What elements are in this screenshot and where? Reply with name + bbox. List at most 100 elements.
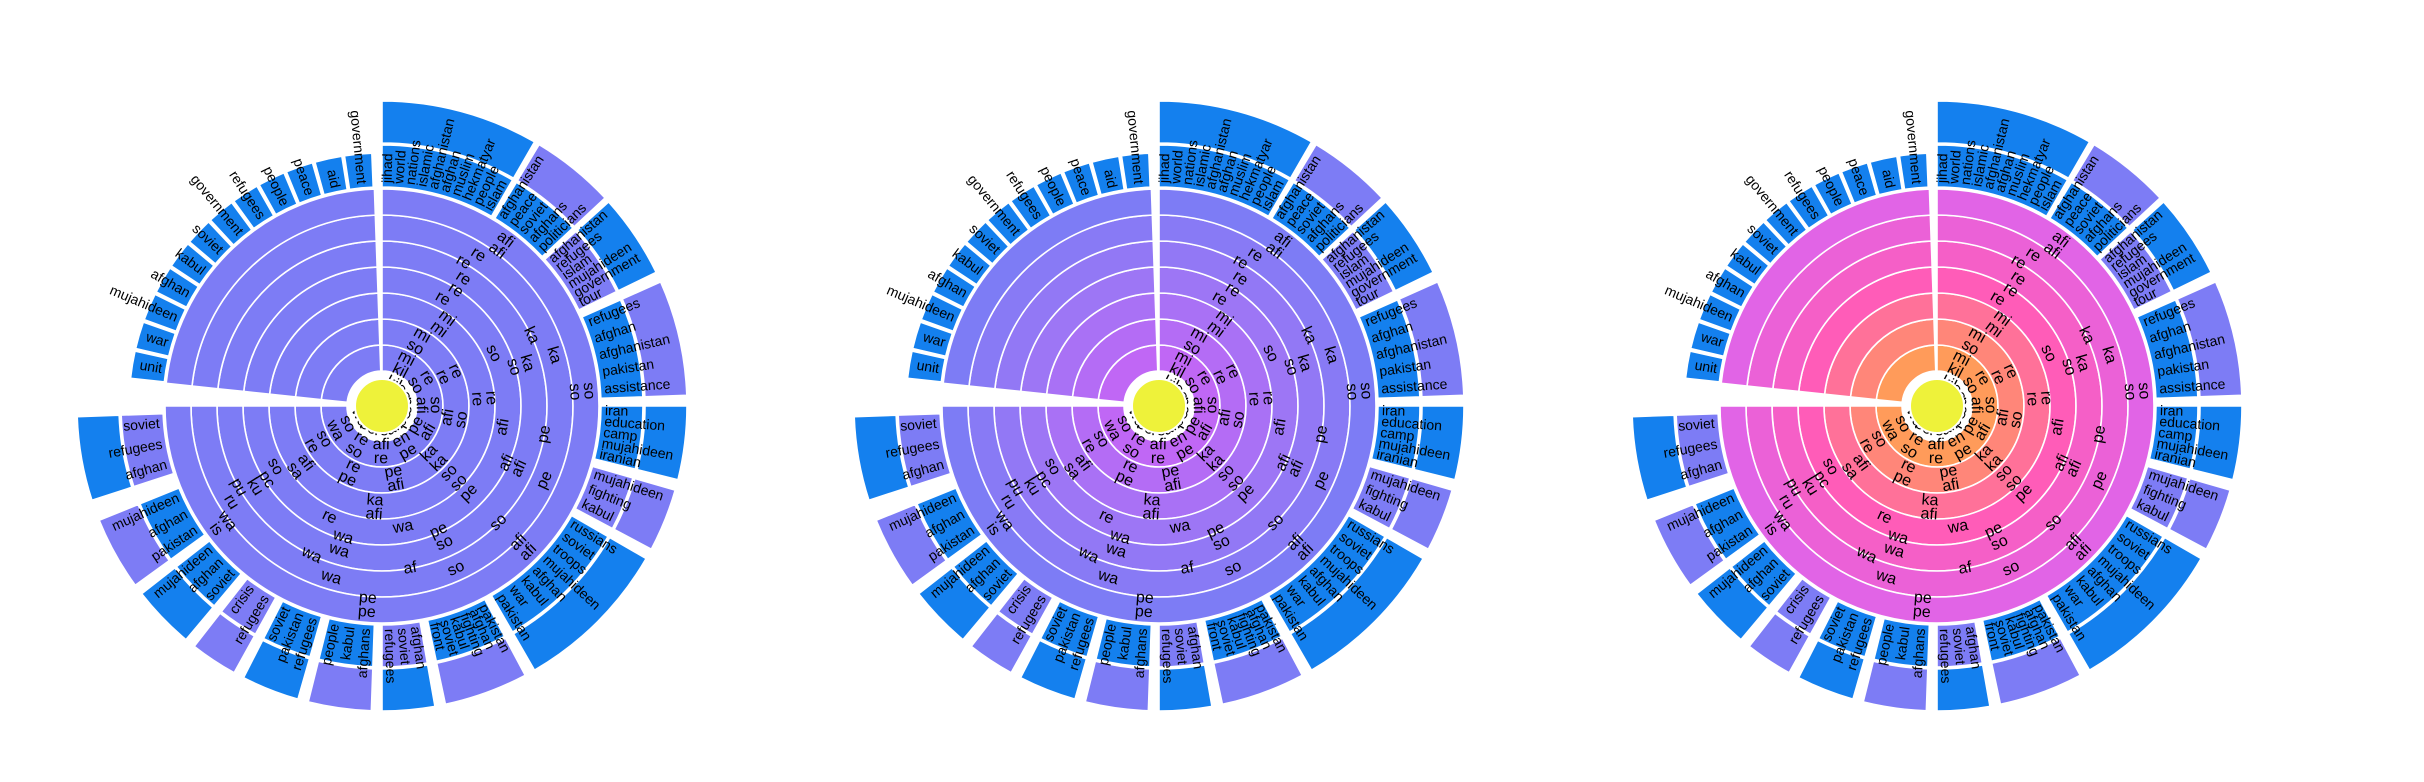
ring-word: so — [1113, 412, 1136, 435]
ring-word: re — [320, 506, 340, 528]
small-leaf-arc — [143, 293, 187, 333]
ring-word: re — [2000, 361, 2022, 381]
leaf-arc-outer — [613, 477, 677, 551]
ring-word: kil — [389, 360, 410, 382]
leaf-word: afghans — [1909, 628, 1928, 679]
leaf-word: afghans — [1131, 628, 1150, 679]
small-leaf-arc — [134, 321, 177, 358]
leaf-arc-outer — [1158, 664, 1213, 712]
ring-word: afi — [1968, 397, 1985, 414]
ring-word: re — [343, 456, 363, 478]
small-leaf-word: government — [1902, 110, 1925, 185]
leaf-word: jihad — [1934, 153, 1951, 184]
leaf-word: world — [390, 150, 409, 186]
ring-word: pe — [357, 603, 376, 621]
ring-word: wa — [1103, 539, 1128, 561]
small-sector-ring-7 — [942, 188, 1154, 387]
ring-word: afi — [294, 451, 318, 475]
leaf-word: camp — [1380, 424, 1416, 444]
leaf-arc-inner — [1675, 412, 1730, 488]
ring-word: wa — [330, 526, 355, 548]
center-node — [1131, 378, 1187, 434]
leaf-arc-outer — [1289, 536, 1425, 672]
ring-word: so — [1897, 439, 1920, 462]
leaf-arc-inner — [1370, 405, 1421, 471]
ring-word: so — [336, 412, 359, 435]
leaf-arc-outer — [1353, 200, 1435, 292]
ring-word: so — [342, 439, 365, 462]
leaf-arc-inner — [2136, 298, 2199, 400]
small-leaf-arc — [258, 171, 299, 216]
ring-word: afi — [1193, 421, 1216, 444]
leaf-arc-inner — [493, 181, 575, 258]
ring-word: mi — [1982, 318, 2006, 342]
leaf-arc-inner — [1203, 598, 1283, 663]
ring-word: pe — [533, 468, 556, 491]
ring-word: so — [427, 396, 444, 413]
ring-word: so — [482, 342, 505, 365]
ring-word: re — [432, 367, 454, 387]
ring-word: pe — [1311, 424, 1331, 445]
ring-word: so — [2037, 342, 2060, 365]
leaf-arc-outer — [1390, 477, 1454, 551]
ring-word: ka — [1293, 353, 1314, 374]
ring-word: pe — [1938, 462, 1959, 482]
ring-word: mi — [427, 318, 451, 342]
small-sector-ring-7 — [1720, 188, 1932, 387]
leaf-word: assistance — [1381, 376, 1448, 397]
small-leaf-arc — [906, 350, 947, 383]
leaf-arc-inner — [381, 144, 514, 218]
leaf-arc-outer — [435, 637, 527, 706]
ring-word: re — [482, 390, 500, 406]
small-leaf-arc — [343, 152, 375, 191]
ring-word: pe — [1912, 603, 1931, 621]
small-leaf-arc — [1062, 161, 1100, 205]
ring-word: pc — [1032, 468, 1055, 491]
ring-word: pe — [1181, 413, 1205, 437]
ring-word: so — [503, 356, 524, 377]
leaf-arc-outer — [1748, 612, 1811, 674]
ring-word: mi — [395, 347, 418, 370]
ring-word: kil — [1166, 360, 1187, 382]
small-leaf-arc — [1725, 242, 1771, 286]
leaf-arc-inner — [1730, 539, 1798, 608]
leaf-arc-inner — [220, 577, 277, 636]
leaf-word: iran — [1382, 402, 1406, 419]
ring-word: so — [1819, 455, 1842, 478]
ring-word: afi — [2050, 451, 2072, 473]
ring-word: afi — [494, 228, 518, 252]
sunburst-panel-2: jihadworldnationsislamicafghanistanafgha… — [853, 100, 1465, 712]
sunburst-panel-3: jihadworldnationsislamicafghanistanafgha… — [1631, 100, 2243, 712]
ring-word: so — [580, 382, 598, 400]
ring-word: ka — [2071, 353, 2092, 374]
leaf-word: education — [1381, 413, 1443, 433]
leaf-arc-inner — [1936, 620, 1984, 668]
ring-word: afi — [493, 417, 513, 437]
ring-word: wa — [1107, 526, 1132, 548]
leaf-arc-inner — [262, 600, 323, 658]
leaf-word: afghan — [1963, 625, 1985, 670]
leaf-word: front — [1204, 621, 1226, 652]
ring-word: mi — [435, 306, 459, 330]
leaf-arc-outer — [621, 280, 688, 398]
ring-word: so — [452, 410, 472, 430]
leaf-arc-outer — [1797, 639, 1866, 701]
leaf-arc-outer — [1990, 637, 2082, 706]
ring-word: pe — [1913, 589, 1932, 607]
ring-word: ka — [366, 491, 384, 509]
ring-word: so — [1280, 356, 1301, 377]
small-leaf-arc — [155, 266, 200, 309]
ring-word: so — [2121, 383, 2139, 401]
leaf-word: soviet — [900, 415, 938, 434]
small-leaf-arc — [1009, 185, 1052, 230]
leaf-arc-outer — [1653, 503, 1726, 587]
ring-word: re — [1875, 506, 1895, 528]
small-leaf-arc — [1689, 321, 1732, 358]
ring-word: so — [2000, 557, 2023, 580]
leaf-arc-inner — [1981, 598, 2061, 663]
ring-word: afi — [508, 457, 530, 479]
leaf-word: kabul — [1114, 626, 1135, 661]
small-leaf-arc — [986, 201, 1030, 247]
ring-word: so — [1867, 427, 1890, 450]
leaf-arc-outer — [917, 566, 992, 641]
